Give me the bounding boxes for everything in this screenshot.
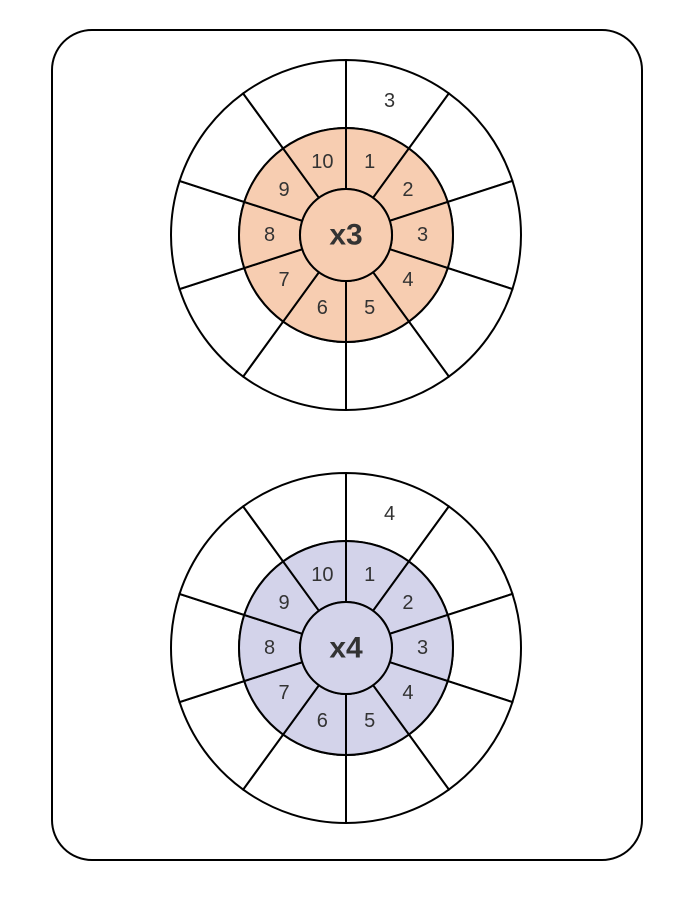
inner-label: 3 xyxy=(417,224,428,246)
inner-label: 4 xyxy=(402,269,413,291)
wheel-x3: x3 1 2 3 4 5 6 7 8 9 10 3 xyxy=(171,60,521,410)
inner-label: 1 xyxy=(364,564,375,586)
outer-label: 4 xyxy=(384,503,395,525)
inner-label: 1 xyxy=(364,151,375,173)
inner-label: 7 xyxy=(279,682,290,704)
inner-label: 9 xyxy=(279,179,290,201)
inner-label: 6 xyxy=(317,297,328,319)
outer-label: 3 xyxy=(384,90,395,112)
worksheet-svg: x3 1 2 3 4 5 6 7 8 9 10 3 x4 1 2 3 4 5 6 7 8 9 10 4 xyxy=(0,0,695,900)
inner-label: 5 xyxy=(364,710,375,732)
wheel-x4: x4 1 2 3 4 5 6 7 8 9 10 4 xyxy=(171,473,521,823)
inner-label: 8 xyxy=(264,224,275,246)
inner-label: 2 xyxy=(402,179,413,201)
inner-label: 4 xyxy=(402,682,413,704)
inner-label: 10 xyxy=(311,564,333,586)
inner-label: 2 xyxy=(402,592,413,614)
inner-label: 3 xyxy=(417,637,428,659)
center-label: x4 xyxy=(329,632,363,665)
inner-label: 7 xyxy=(279,269,290,291)
inner-label: 9 xyxy=(279,592,290,614)
worksheet-page: x3 1 2 3 4 5 6 7 8 9 10 3 x4 1 2 3 4 5 6 7 8 9 10 4 xyxy=(0,0,695,900)
inner-label: 5 xyxy=(364,297,375,319)
inner-label: 6 xyxy=(317,710,328,732)
inner-label: 8 xyxy=(264,637,275,659)
inner-label: 10 xyxy=(311,151,333,173)
center-label: x3 xyxy=(329,219,362,252)
